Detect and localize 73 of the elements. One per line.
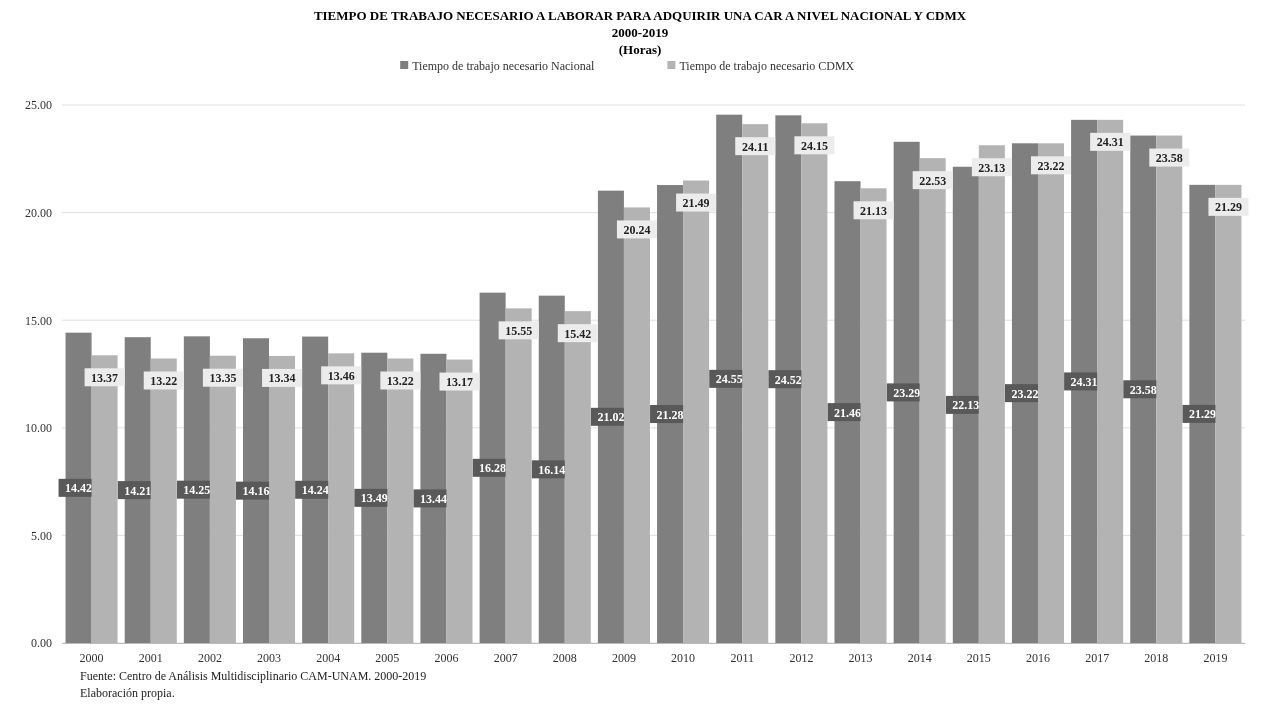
- x-tick-label: 2019: [1203, 650, 1228, 665]
- x-tick-label: 2007: [493, 650, 518, 665]
- data-label: 15.42: [564, 326, 592, 341]
- data-label: 23.22: [1011, 386, 1039, 401]
- data-label: 23.13: [978, 160, 1006, 175]
- x-tick-label: 2017: [1085, 650, 1110, 665]
- data-label: 24.52: [774, 372, 802, 387]
- x-tick-label: 2011: [730, 650, 755, 665]
- data-label: 13.49: [360, 491, 388, 506]
- data-label: 14.24: [301, 483, 329, 498]
- x-tick-label: 2008: [552, 650, 577, 665]
- data-label: 14.16: [242, 484, 270, 499]
- y-tick-label: 20.00: [25, 205, 52, 220]
- y-tick-label: 25.00: [25, 98, 52, 113]
- chart-subtitle: 2000-2019: [611, 25, 669, 40]
- x-tick-label: 2005: [375, 650, 400, 665]
- x-tick-label: 2013: [848, 650, 873, 665]
- data-label: 13.37: [91, 370, 119, 385]
- data-label: 21.29: [1188, 407, 1216, 422]
- legend-label: Tiempo de trabajo necesario Nacional: [412, 59, 596, 73]
- data-label: 21.46: [834, 405, 862, 420]
- data-label: 16.14: [538, 462, 566, 477]
- data-label: 14.21: [124, 483, 152, 498]
- data-label: 21.49: [682, 196, 710, 211]
- data-label: 21.29: [1214, 200, 1242, 215]
- data-label: 13.46: [327, 368, 355, 383]
- data-label: 24.15: [800, 138, 828, 153]
- x-tick-label: 2012: [789, 650, 814, 665]
- data-label: 24.55: [715, 372, 743, 387]
- data-label: 23.58: [1155, 151, 1183, 166]
- data-label: 16.28: [479, 461, 507, 476]
- chart-title: TIEMPO DE TRABAJO NECESARIO A LABORAR PARA ADQUIRIR UNA CAR A NIVEL NACIONAL Y CDMX: [313, 8, 967, 23]
- data-label: 21.02: [597, 410, 625, 425]
- data-label: 21.28: [656, 407, 684, 422]
- x-tick-label: 2002: [197, 650, 222, 665]
- data-label: 13.22: [150, 374, 178, 389]
- x-tick-label: 2000: [79, 650, 104, 665]
- data-label: 14.42: [65, 481, 93, 496]
- data-label: 24.31: [1096, 135, 1124, 150]
- data-label: 23.58: [1129, 382, 1157, 397]
- x-tick-label: 2015: [966, 650, 991, 665]
- x-tick-label: 2006: [434, 650, 459, 665]
- data-label: 22.13: [952, 398, 980, 413]
- data-label: 13.34: [268, 371, 296, 386]
- data-label: 14.25: [183, 483, 211, 498]
- x-tick-label: 2001: [138, 650, 163, 665]
- y-axis-title: (Horas): [618, 42, 662, 57]
- x-tick-label: 2003: [257, 650, 282, 665]
- x-tick-label: 2009: [611, 650, 636, 665]
- data-label: 24.11: [742, 139, 769, 154]
- y-tick-label: 10.00: [25, 421, 52, 436]
- data-label: 13.22: [386, 374, 414, 389]
- data-label: 15.55: [505, 323, 533, 338]
- x-tick-label: 2018: [1144, 650, 1169, 665]
- y-tick-label: 5.00: [31, 528, 52, 543]
- y-tick-label: 15.00: [25, 313, 52, 328]
- x-tick-label: 2016: [1025, 650, 1050, 665]
- x-tick-label: 2004: [316, 650, 341, 665]
- data-label: 23.29: [893, 385, 921, 400]
- text: Elaboración propia.: [80, 686, 175, 700]
- data-label: 13.44: [419, 491, 447, 506]
- data-label: 13.17: [445, 375, 473, 390]
- x-tick-label: 2010: [671, 650, 696, 665]
- data-label: 24.31: [1070, 374, 1098, 389]
- data-label: 13.35: [209, 371, 237, 386]
- data-label: 23.22: [1037, 158, 1065, 173]
- data-label: 21.13: [860, 203, 888, 218]
- data-label: 22.53: [919, 173, 947, 188]
- source-note: Fuente: Centro de Análisis Multidisciplinario CAM-UNAM. 2000-2019: [80, 669, 427, 683]
- data-label: 20.24: [623, 222, 651, 237]
- x-tick-label: 2014: [907, 650, 932, 665]
- legend-label: Tiempo de trabajo necesario CDMX: [679, 59, 855, 73]
- y-tick-label: 0.00: [31, 636, 52, 651]
